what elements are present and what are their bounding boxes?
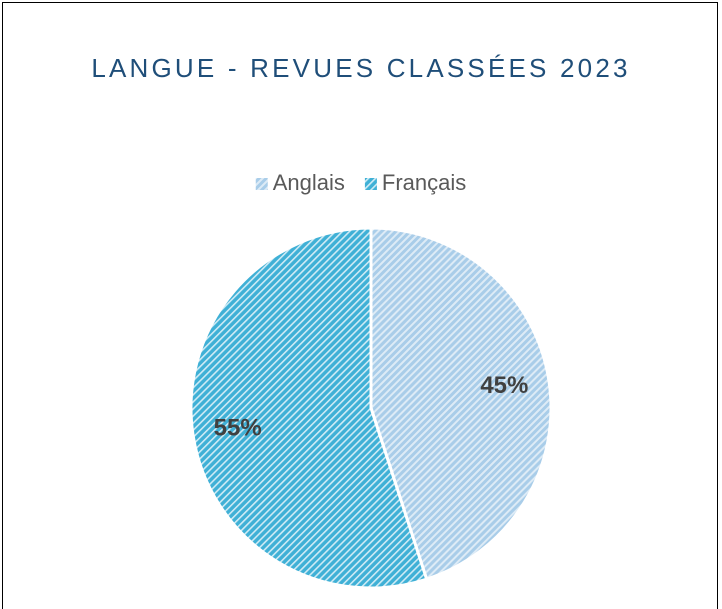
legend: Anglais Français <box>255 170 466 195</box>
pie-slice <box>369 226 553 582</box>
legend-marker <box>364 178 377 190</box>
chart-title: LANGUE - REVUES CLASSÉES 2023 <box>91 53 631 83</box>
legend-label: Anglais <box>273 170 345 195</box>
data-label: 45% <box>480 372 528 399</box>
legend-marker <box>255 178 268 190</box>
legend-label: Français <box>382 170 466 195</box>
data-label: 55% <box>214 414 262 441</box>
pie-slice <box>189 226 429 590</box>
